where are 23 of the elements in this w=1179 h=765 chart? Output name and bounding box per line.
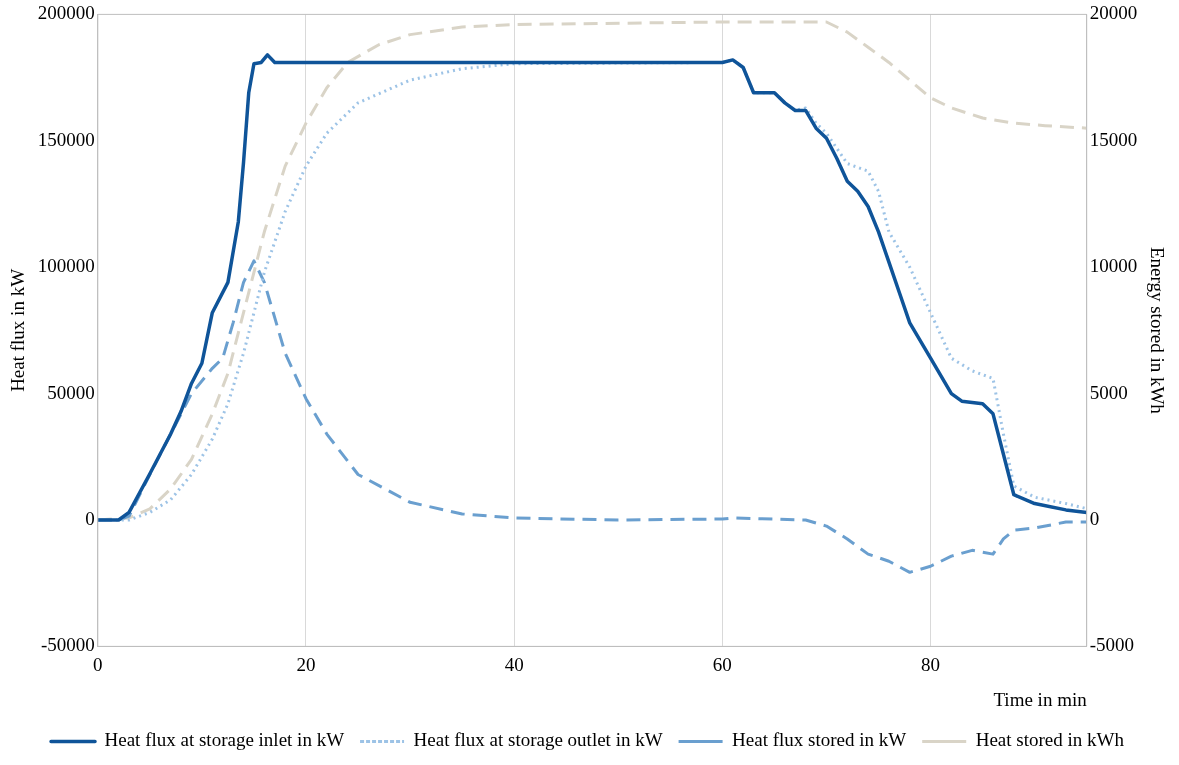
legend-label: Heat flux stored in kW [732, 729, 907, 751]
y-tick-label: -50000 [40, 634, 95, 656]
x-tick-label: 60 [712, 653, 732, 675]
legend-label: Heat flux at storage outlet in kW [413, 729, 663, 751]
y-axis-title: Heat flux in kW [7, 268, 29, 392]
y2-axis-title: Energy stored in kWh [1146, 246, 1168, 415]
y-tick-label: 0 [85, 507, 95, 529]
y-tick-label: 200000 [37, 2, 95, 24]
x-tick-label: 20 [296, 653, 316, 675]
y-tick-label: 150000 [37, 128, 95, 150]
legend-label: Heat stored in kWh [975, 729, 1125, 751]
y2-tick-label: 10000 [1089, 255, 1138, 277]
x-tick-label: 40 [504, 653, 524, 675]
y-tick-label: 100000 [37, 255, 95, 277]
y2-tick-label: 20000 [1089, 2, 1138, 24]
y2-tick-label: 0 [1089, 507, 1100, 529]
y2-tick-label: -5000 [1089, 634, 1135, 656]
y2-tick-label: 5000 [1089, 381, 1128, 403]
y2-tick-label: 15000 [1089, 128, 1138, 150]
x-axis-title: Time in min [993, 688, 1088, 710]
legend-label: Heat flux at storage inlet in kW [104, 729, 345, 751]
x-tick-label: 80 [921, 653, 941, 675]
y-tick-label: 50000 [47, 381, 95, 403]
